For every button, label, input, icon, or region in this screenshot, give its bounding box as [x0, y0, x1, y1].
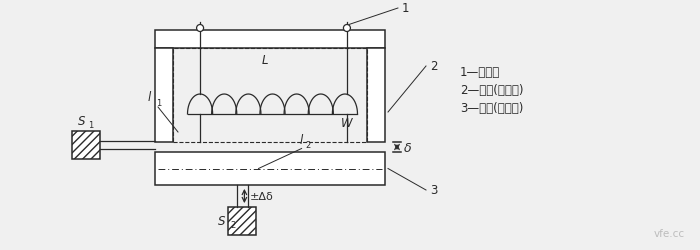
Circle shape: [344, 26, 351, 32]
Bar: [155, 152, 385, 185]
Text: W: W: [340, 116, 352, 130]
Text: ±Δδ: ±Δδ: [249, 191, 273, 201]
Bar: [72, 132, 100, 159]
Text: 3: 3: [430, 184, 438, 197]
Text: 1: 1: [402, 2, 409, 16]
Text: 2: 2: [230, 220, 236, 230]
Text: vfe.cc: vfe.cc: [654, 228, 685, 238]
Bar: [228, 207, 256, 235]
Bar: [173, 49, 367, 142]
Text: 2: 2: [430, 60, 438, 73]
Bar: [155, 31, 385, 49]
Text: l: l: [300, 134, 303, 147]
Text: 1: 1: [88, 120, 93, 130]
Text: 2: 2: [306, 141, 311, 150]
Text: L: L: [261, 54, 268, 67]
Text: δ: δ: [404, 141, 412, 154]
Text: 1: 1: [156, 98, 161, 108]
Text: 3—衬铁(动铁芯): 3—衬铁(动铁芯): [460, 102, 524, 115]
Text: 2—铁芯(定铁芯): 2—铁芯(定铁芯): [460, 84, 524, 97]
Bar: [155, 49, 173, 142]
Circle shape: [197, 26, 204, 32]
Text: S: S: [218, 215, 225, 228]
Text: S: S: [78, 114, 85, 128]
Text: 1—线圈；: 1—线圈；: [460, 66, 500, 79]
Text: l: l: [148, 91, 151, 104]
Bar: [367, 49, 385, 142]
